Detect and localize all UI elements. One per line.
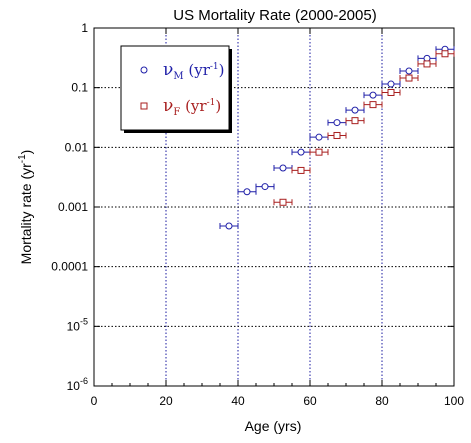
marker-square <box>423 60 431 68</box>
y-tick-label: 0.001 <box>58 200 88 214</box>
y-tick-label-exponent: -5 <box>80 316 88 326</box>
data-point-male <box>363 91 383 99</box>
data-series <box>219 45 455 230</box>
x-tick-label: 100 <box>444 394 464 408</box>
data-point-male <box>273 164 293 172</box>
marker-circle <box>297 148 305 156</box>
marker-circle <box>387 80 395 88</box>
marker-circle <box>405 67 413 75</box>
data-point-male <box>219 222 239 230</box>
y-tick-label: 10-6 <box>67 376 88 393</box>
legend-label-male: νM (yr-1) <box>163 60 225 82</box>
marker-square <box>315 148 323 156</box>
data-point-male <box>327 119 347 127</box>
marker-square <box>297 166 305 174</box>
marker-square <box>333 131 341 139</box>
y-tick-label: 0.01 <box>65 140 89 154</box>
y-tick-label: 0.0001 <box>51 260 88 274</box>
legend-subscript: F <box>173 107 180 118</box>
legend: νM (yr-1) νF (yr-1) <box>120 45 232 133</box>
x-tick-label: 20 <box>159 394 173 408</box>
data-point-female <box>399 74 419 82</box>
legend-marker-square <box>140 102 148 110</box>
chart-title: US Mortality Rate (2000-2005) <box>173 7 376 24</box>
data-point-male <box>381 80 401 88</box>
data-point-female <box>309 148 329 156</box>
marker-circle <box>315 133 323 141</box>
legend-subscript: M <box>173 71 183 82</box>
y-tick-label-exponent: -6 <box>80 376 88 386</box>
legend-box <box>120 45 230 131</box>
y-axis-label: Mortality rate (yr-1) <box>17 150 34 265</box>
x-tick-label: 40 <box>231 394 245 408</box>
data-point-female <box>381 88 401 96</box>
data-point-male <box>309 133 329 141</box>
marker-circle <box>225 222 233 230</box>
series-female <box>273 50 455 206</box>
x-axis-label: Age (yrs) <box>245 418 302 434</box>
marker-square <box>387 88 395 96</box>
data-point-female <box>273 198 293 206</box>
marker-circle <box>369 91 377 99</box>
legend-exponent: -1 <box>207 98 216 108</box>
y-axis-label-exponent: -1 <box>17 154 28 163</box>
marker-square <box>369 101 377 109</box>
data-point-male <box>345 106 365 114</box>
data-point-female <box>363 101 383 109</box>
x-axis: 0 20 40 60 80 100 <box>91 28 464 408</box>
x-tick-label: 0 <box>91 394 98 408</box>
data-point-female <box>345 117 365 125</box>
data-point-female <box>417 60 437 68</box>
y-axis: 1 0.1 0.01 0.001 0.0001 10-5 10-6 <box>51 21 454 393</box>
marker-circle <box>261 183 269 191</box>
marker-circle <box>279 164 287 172</box>
y-tick-label: 1 <box>81 21 88 35</box>
marker-square <box>351 117 359 125</box>
data-point-female <box>327 131 347 139</box>
data-point-male <box>255 183 275 191</box>
legend-marker-circle <box>140 66 148 74</box>
legend-exponent: -1 <box>210 62 219 72</box>
marker-circle <box>243 188 251 196</box>
x-tick-label: 80 <box>375 394 389 408</box>
data-point-male <box>399 67 419 75</box>
data-point-male <box>237 188 257 196</box>
data-point-male <box>291 148 311 156</box>
y-tick-label: 0.1 <box>71 81 88 95</box>
data-point-female <box>291 166 311 174</box>
marker-circle <box>333 119 341 127</box>
legend-label-female: νF (yr-1) <box>163 96 221 118</box>
y-tick-label: 10-5 <box>67 316 88 333</box>
marker-circle <box>351 106 359 114</box>
x-tick-label: 60 <box>303 394 317 408</box>
marker-square <box>279 198 287 206</box>
marker-square <box>441 50 449 58</box>
marker-square <box>405 74 413 82</box>
data-point-female <box>435 50 455 58</box>
